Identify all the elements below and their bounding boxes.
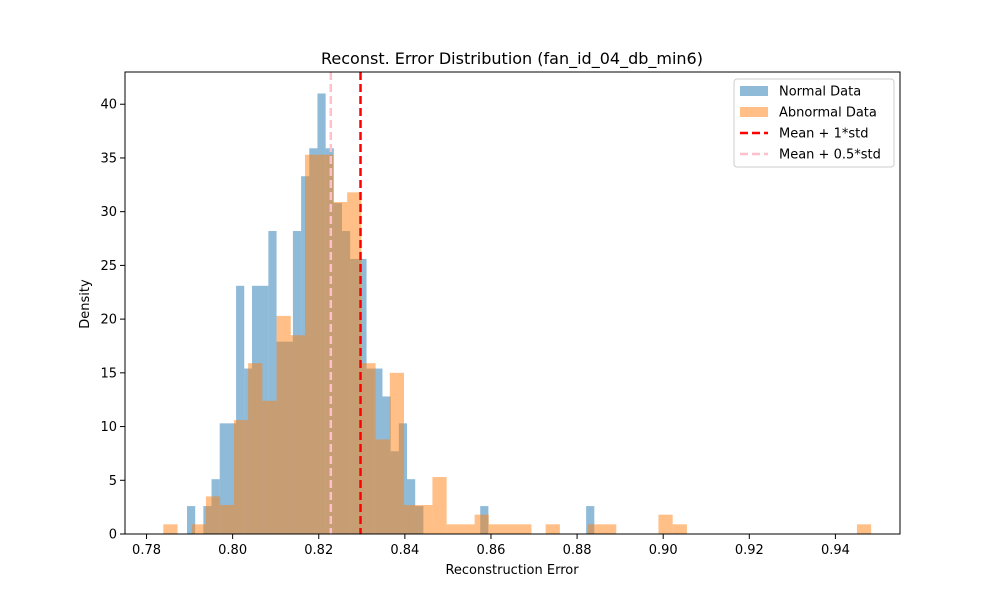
- histogram-bar: [658, 514, 673, 534]
- histogram-bar: [389, 372, 404, 534]
- histogram-bar: [602, 524, 617, 534]
- histogram-bar: [361, 363, 376, 534]
- y-tick-label: 35: [100, 151, 117, 166]
- x-tick-label: 0.88: [563, 543, 592, 558]
- histogram-bar: [586, 506, 595, 534]
- histogram-bar: [262, 400, 277, 534]
- y-tick-label: 25: [100, 259, 117, 274]
- axes: 0.78 0.80 0.82 0.84 0.86 0.88 0.90 0.92 0.94 0 5 10…: [100, 71, 901, 558]
- x-tick-label: 0.84: [390, 543, 419, 558]
- histogram-bar: [276, 315, 291, 534]
- histogram-bar: [304, 154, 320, 535]
- histogram-bar: [290, 335, 305, 534]
- histogram-bar: [187, 506, 196, 534]
- x-tick-label: 0.82: [304, 543, 333, 558]
- histogram-bar: [319, 154, 333, 535]
- histogram-bar: [375, 439, 390, 534]
- legend-label: Mean + 1*std: [779, 127, 868, 142]
- histogram-bar: [856, 524, 872, 534]
- axes-frame: [124, 71, 901, 535]
- histogram-bar: [545, 524, 560, 534]
- legend-label: Abnormal Data: [779, 106, 877, 121]
- y-axis-title: Density: [78, 279, 93, 329]
- histogram-bar: [488, 524, 518, 534]
- histogram-bar: [404, 504, 419, 534]
- x-tick-label: 0.86: [476, 543, 505, 558]
- histogram-bar: [474, 514, 489, 534]
- x-tick-label: 0.80: [218, 543, 247, 558]
- histogram-bar: [446, 524, 475, 534]
- legend: Normal Data Abnormal Data Mean + 1*std Mean…: [733, 78, 895, 168]
- legend-swatch: [740, 86, 768, 96]
- histogram-bar: [191, 524, 206, 534]
- histogram-bar: [347, 192, 362, 534]
- histogram-bar: [233, 420, 249, 534]
- y-tick-label: 15: [100, 366, 117, 381]
- histogram-bar: [205, 496, 221, 534]
- histogram-bar: [418, 504, 433, 534]
- x-tick-label: 0.78: [132, 543, 161, 558]
- histogram-bar: [432, 477, 447, 534]
- histogram-bar: [268, 231, 277, 534]
- legend-label: Mean + 0.5*std: [779, 148, 881, 163]
- x-tick-label: 0.90: [649, 543, 678, 558]
- histogram-bar: [517, 524, 532, 534]
- y-tick-label: 30: [100, 205, 117, 220]
- y-tick-label: 5: [109, 474, 117, 489]
- histogram-bar: [672, 524, 687, 534]
- chart-title: Reconst. Error Distribution (fan_id_04_d…: [321, 49, 703, 69]
- histogram-bar: [587, 524, 603, 534]
- x-tick-label: 0.92: [735, 543, 764, 558]
- x-tick-label: 0.94: [821, 543, 850, 558]
- y-tick-label: 0: [109, 528, 117, 543]
- y-tick-label: 20: [100, 313, 117, 328]
- plot-area: [163, 72, 872, 535]
- x-axis-title: Reconstruction Error: [445, 563, 579, 578]
- legend-swatch: [740, 107, 768, 117]
- y-tick-label: 40: [100, 98, 117, 113]
- legend-label: Normal Data: [779, 85, 861, 100]
- histogram-bar: [248, 363, 263, 534]
- series-abnormal: [163, 154, 872, 535]
- histogram-bar: [236, 285, 245, 534]
- histogram-bar: [220, 504, 234, 534]
- legend-box: [733, 78, 895, 168]
- histogram-bar: [332, 202, 348, 534]
- y-tick-label: 10: [100, 420, 117, 435]
- histogram-bar: [163, 524, 178, 534]
